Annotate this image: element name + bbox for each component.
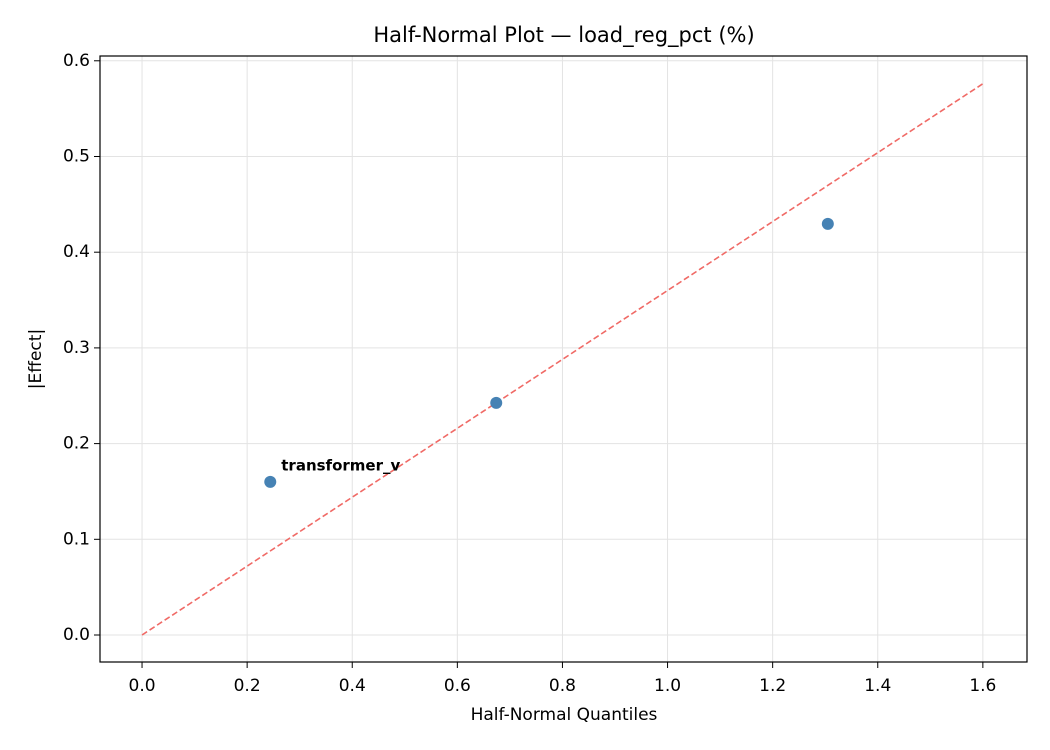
x-tick-label: 1.0 <box>654 676 681 696</box>
x-tick-label: 1.2 <box>759 676 786 696</box>
x-tick-label: 1.4 <box>864 676 891 696</box>
y-tick-label: 0.0 <box>63 625 90 645</box>
y-tick-label: 0.2 <box>63 434 90 454</box>
point <box>264 475 277 488</box>
x-tick-label: 0.6 <box>444 676 471 696</box>
point <box>821 217 834 230</box>
y-tick-label: 0.6 <box>63 51 90 71</box>
y-tick-label: 0.4 <box>63 242 90 262</box>
x-tick-label: 0.4 <box>339 676 366 696</box>
annotation: transformer_v <box>281 456 400 474</box>
point <box>490 396 503 409</box>
x-tick-label: 0.8 <box>549 676 576 696</box>
x-axis-label: Half-Normal Quantiles <box>471 705 658 725</box>
y-axis-label: |Effect| <box>26 329 46 389</box>
reference-line <box>141 83 984 636</box>
x-tick-label: 0.2 <box>234 676 261 696</box>
x-tick-label: 0.0 <box>129 676 156 696</box>
chart-title: Half-Normal Plot — load_reg_pct (%) <box>373 23 754 48</box>
y-tick-label: 0.1 <box>63 529 90 549</box>
y-tick-label: 0.5 <box>63 146 90 166</box>
plot-frame <box>99 55 1028 663</box>
y-tick-label: 0.3 <box>63 338 90 358</box>
x-tick-label: 1.6 <box>969 676 996 696</box>
